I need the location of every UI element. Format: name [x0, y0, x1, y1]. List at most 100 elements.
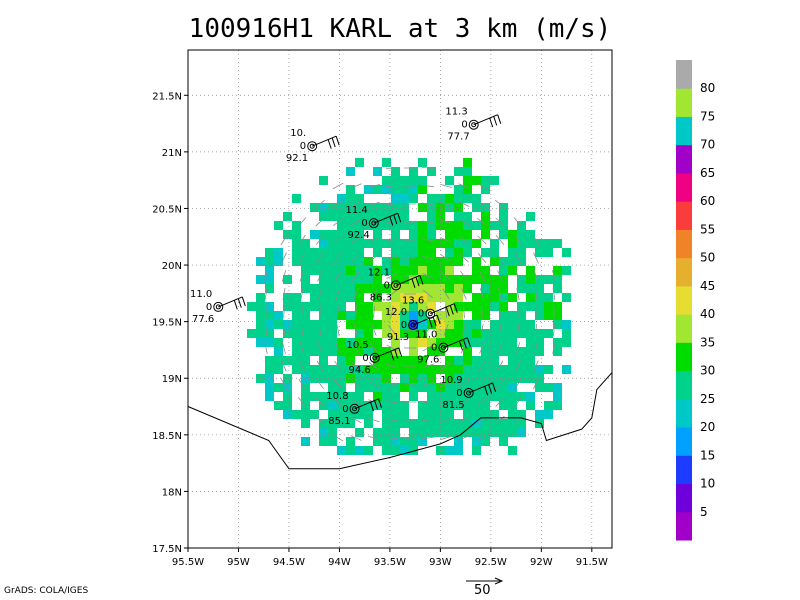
wind-speed-cell — [292, 347, 301, 356]
wind-speed-cell — [418, 248, 427, 257]
wind-speed-cell — [490, 275, 499, 284]
wind-speed-cell — [283, 230, 292, 239]
colorbar-swatch — [676, 427, 692, 456]
wind-vector — [319, 305, 321, 319]
wind-speed-cell — [346, 185, 355, 194]
station-dewpoint: 0 — [418, 309, 424, 320]
wind-vector — [496, 378, 504, 390]
wind-speed-cell — [409, 311, 418, 320]
wind-speed-cell — [391, 221, 400, 230]
wind-speed-cell — [481, 203, 490, 212]
wind-speed-cell — [436, 239, 445, 248]
wind-speed-cell — [472, 410, 481, 419]
wind-speed-cell — [427, 239, 436, 248]
wind-speed-cell — [265, 338, 274, 347]
wind-speed-cell — [526, 356, 535, 365]
wind-speed-cell — [562, 329, 571, 338]
colorbar-swatch — [676, 172, 692, 202]
wind-speed-cell — [490, 428, 499, 437]
wind-speed-cell — [301, 275, 310, 284]
wind-speed-cell — [319, 356, 328, 365]
wind-speed-cell — [499, 311, 508, 320]
wind-speed-cell — [265, 275, 274, 284]
wind-speed-cell — [481, 365, 490, 374]
wind-speed-cell — [337, 203, 346, 212]
wind-speed-cell — [319, 338, 328, 347]
wind-speed-cell — [445, 419, 454, 428]
wind-speed-cell — [391, 338, 400, 347]
longitude-axis-labels: 95.5W 95W 94.5W 94W 93.5W 93W 92.5W 92W 91.5W — [172, 548, 608, 568]
wind-speed-cell — [463, 410, 472, 419]
wind-vector — [516, 288, 520, 300]
wind-speed-cell — [535, 410, 544, 419]
longitude-tick-label: 95W — [227, 557, 250, 568]
wind-speed-cell — [382, 257, 391, 266]
colorbar-swatch — [676, 88, 692, 117]
wind-vector — [300, 288, 304, 300]
wind-speed-cell — [292, 338, 301, 347]
wind-speed-cell — [301, 437, 310, 446]
wind-speed-cell — [445, 293, 454, 302]
dropsonde-station: 12.1 086.3 — [368, 267, 424, 303]
wind-speed-cell — [382, 266, 391, 275]
wind-speed-cell — [337, 194, 346, 203]
wind-speed-cell — [292, 302, 301, 311]
wind-vector — [422, 436, 434, 440]
wind-speed-cell — [508, 428, 517, 437]
wind-speed-cell — [472, 419, 481, 428]
wind-speed-cell — [382, 347, 391, 356]
wind-speed-cell — [544, 401, 553, 410]
wind-speed-cell — [391, 194, 400, 203]
wind-speed-cell — [301, 239, 310, 248]
wind-speed-cell — [337, 410, 346, 419]
wind-speed-cell — [346, 203, 355, 212]
wind-speed-cell — [553, 284, 562, 293]
wind-speed-cell — [490, 347, 499, 356]
wind-speed-cell — [499, 266, 508, 275]
wind-speed-cell — [427, 419, 436, 428]
wind-speed-cell — [346, 338, 355, 347]
wind-speed-cell — [355, 320, 364, 329]
wind-speed-cell — [274, 248, 283, 257]
wind-speed-cell — [328, 383, 337, 392]
wind-vector — [499, 305, 501, 319]
wind-speed-cell — [391, 392, 400, 401]
wind-vector — [390, 306, 394, 318]
wind-speed-cell — [463, 248, 472, 257]
wind-speed-cell — [454, 239, 463, 248]
wind-speed-cell — [499, 374, 508, 383]
wind-speed-cell — [373, 167, 382, 176]
wind-speed-cell — [454, 293, 463, 302]
wind-speed-cell — [418, 338, 427, 347]
wind-speed-cell — [310, 230, 319, 239]
wind-speed-cell — [454, 446, 463, 455]
wind-vector — [280, 378, 288, 390]
wind-vector — [458, 416, 470, 424]
wind-vector — [422, 238, 434, 242]
wind-speed-cell — [427, 167, 436, 176]
wind-speed-cell — [400, 302, 409, 311]
wind-speed-cell — [301, 248, 310, 257]
wind-vector — [534, 342, 538, 354]
wind-vector — [478, 270, 486, 282]
longitude-tick-label: 92.5W — [475, 557, 507, 568]
wind-vector — [368, 201, 380, 207]
wind-speed-cell — [445, 401, 454, 410]
wind-speed-cell — [409, 392, 418, 401]
coastline — [187, 372, 613, 470]
wind-vector — [444, 305, 448, 319]
wind-speed-cell — [445, 383, 454, 392]
wind-vector — [534, 288, 538, 300]
wind-speed-cell — [454, 383, 463, 392]
wind-speed-cell — [382, 239, 391, 248]
wind-speed-cell — [400, 257, 409, 266]
wind-vector — [264, 342, 268, 354]
wind-speed-cell — [445, 203, 454, 212]
wind-speed-cell — [382, 203, 391, 212]
wind-speed-cell — [400, 311, 409, 320]
wind-speed-cell — [526, 392, 535, 401]
wind-speed-cell — [454, 392, 463, 401]
wind-speed-cell — [409, 257, 418, 266]
wind-speed-cell — [418, 311, 427, 320]
wind-speed-cell — [499, 383, 508, 392]
